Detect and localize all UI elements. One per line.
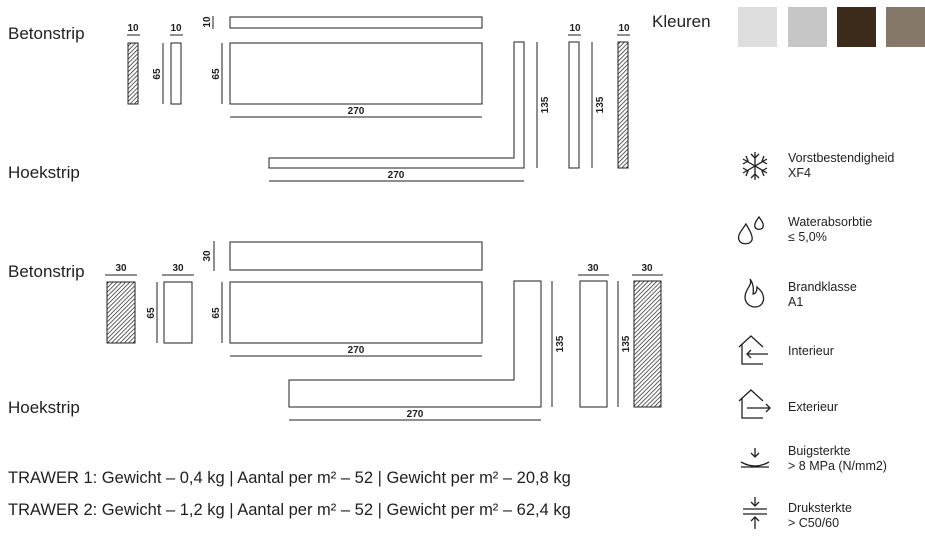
- dim-width-a-2: 30: [115, 263, 127, 274]
- dim-end-height-2: 135: [621, 335, 632, 352]
- color-swatch-1: [738, 7, 777, 47]
- house-exterior-icon: [736, 386, 772, 422]
- bending-strength-icon: [737, 442, 773, 478]
- end-side-2: [579, 280, 608, 408]
- property-fire-class: Brandklasse A1: [788, 280, 857, 309]
- corner-strip-1: [268, 41, 525, 169]
- property-interior: Interieur: [788, 344, 834, 358]
- strip-side-hatched-1: [127, 42, 139, 105]
- dim-length-1: 270: [348, 106, 365, 117]
- color-swatch-3: [837, 7, 876, 47]
- strip-side-1: [170, 42, 182, 105]
- dim-end-width-a-2: 30: [587, 263, 599, 274]
- dim-height-b-2: 65: [211, 307, 222, 319]
- dim-end-width-a-1: 10: [569, 23, 581, 34]
- strip-side-hatched-2: [106, 281, 136, 344]
- betonstrip-label-2: Betonstrip: [8, 262, 85, 281]
- dim-height-b-1: 65: [211, 68, 222, 80]
- dim-height-a-1: 65: [152, 68, 163, 80]
- dim-height-a-2: 65: [146, 307, 157, 319]
- property-exterior: Exterieur: [788, 400, 839, 414]
- hoekstrip-label-2: Hoekstrip: [8, 398, 80, 417]
- color-swatch-2: [788, 7, 827, 47]
- color-swatch-4: [886, 7, 925, 47]
- snowflake-icon: [737, 148, 773, 184]
- strip-top-thin-1: [229, 16, 483, 29]
- strip-top-thick-2: [229, 241, 483, 271]
- house-interior-icon: [736, 332, 772, 368]
- dim-width-b-1: 10: [170, 23, 182, 34]
- dim-end-width-b-2: 30: [641, 263, 653, 274]
- strip-side-2: [163, 281, 193, 344]
- dim-thickness-2: 30: [202, 250, 213, 262]
- end-side-hatched-2: [633, 280, 662, 408]
- colors-label: Kleuren: [652, 12, 711, 31]
- dim-thickness-1: 10: [202, 16, 213, 28]
- strip-front-2: [229, 281, 483, 344]
- trawer-2-spec: TRAWER 2: Gewicht – 1,2 kg | Aantal per …: [8, 501, 571, 519]
- dim-corner-height-2: 135: [555, 335, 566, 352]
- compressive-strength-icon: [737, 495, 773, 531]
- dim-corner-length-2: 270: [407, 409, 424, 420]
- dim-width-b-2: 30: [172, 263, 184, 274]
- property-water-absorption: Waterabsorbtie ≤ 5,0%: [788, 215, 873, 244]
- end-side-hatched-1: [617, 41, 629, 169]
- dim-length-2: 270: [348, 345, 365, 356]
- water-drops-icon: [735, 212, 771, 248]
- trawer-1-spec: TRAWER 1: Gewicht – 0,4 kg | Aantal per …: [8, 469, 571, 487]
- flame-icon: [735, 275, 771, 311]
- dim-width-a-1: 10: [127, 23, 139, 34]
- hoekstrip-label-1: Hoekstrip: [8, 163, 80, 182]
- corner-strip-2: [288, 280, 542, 408]
- dim-end-height-1: 135: [595, 96, 606, 113]
- betonstrip-label-1: Betonstrip: [8, 24, 85, 43]
- end-side-1: [568, 41, 580, 169]
- property-compressive-strength: Druksterkte > C50/60: [788, 501, 852, 530]
- dim-corner-length-1: 270: [388, 170, 405, 181]
- strip-front-1: [229, 42, 483, 105]
- property-bending-strength: Buigsterkte > 8 MPa (N/mm2): [788, 444, 887, 473]
- property-frost: Vorstbestendigheid XF4: [788, 151, 895, 180]
- dim-corner-height-1: 135: [540, 96, 551, 113]
- dim-end-width-b-1: 10: [618, 23, 630, 34]
